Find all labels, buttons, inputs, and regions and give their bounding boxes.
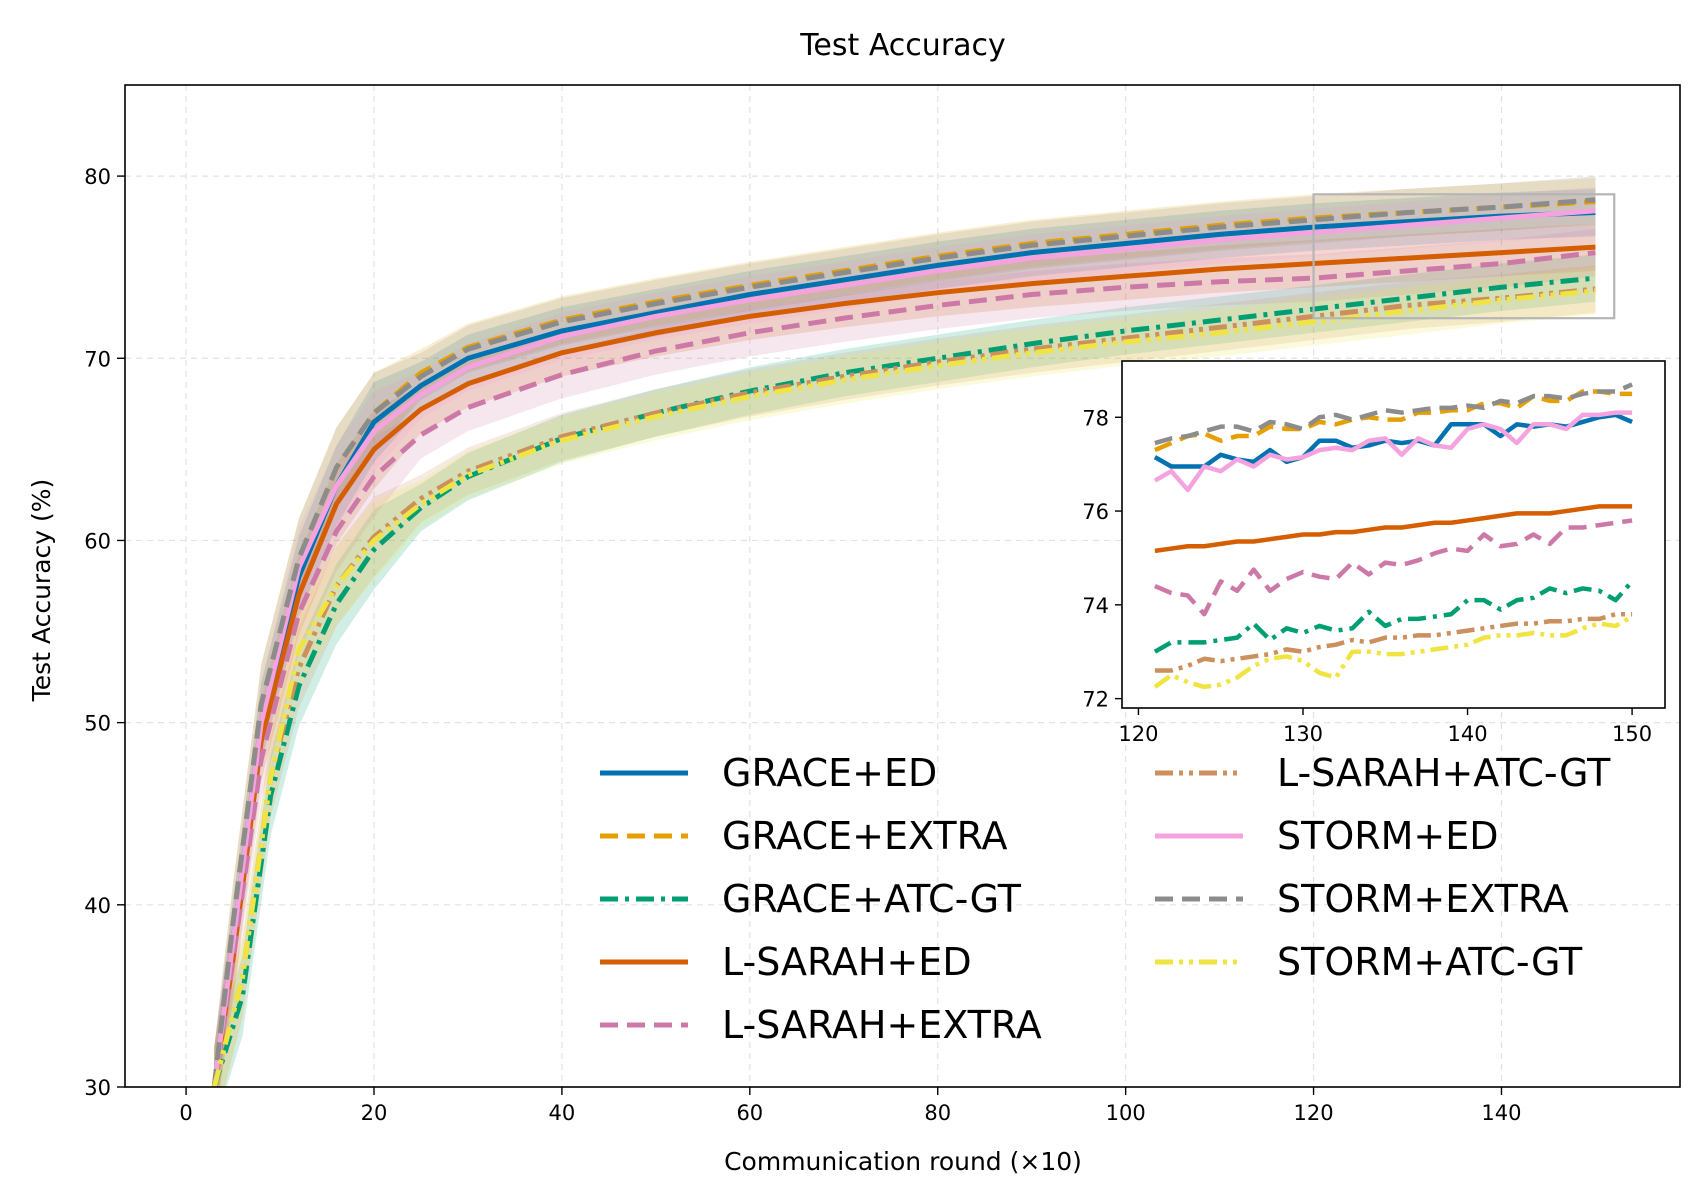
x-axis-title: Communication round (×10) — [724, 1147, 1082, 1176]
legend-label: L-SARAH+EXTRA — [722, 1003, 1042, 1047]
plot-frame — [124, 84, 1681, 1088]
legend-item-l-sarah-extra: L-SARAH+EXTRA — [600, 1003, 1042, 1047]
main-confidence-bands — [214, 176, 1596, 1087]
inset-line-l-sarah-extra — [1154, 518, 1633, 617]
inset-line-grace-extra — [1154, 389, 1633, 453]
legend-item-l-sarah-atc-gt: L-SARAH+ATC-GT — [1155, 751, 1611, 795]
inset-line-storm-extra — [1154, 382, 1633, 446]
y-tick-label: 60 — [84, 529, 111, 553]
band-grace-atc-gt — [214, 254, 1596, 1087]
series-line-l-sarah-extra — [211, 250, 1596, 1087]
legend-item-grace-extra: GRACE+EXTRA — [600, 814, 1007, 858]
y-tick-label: 30 — [84, 1076, 111, 1100]
zoom-region-box — [1312, 193, 1616, 320]
inset-y-tick-label: 78 — [1082, 406, 1109, 430]
inset-line-l-sarah-atc-gt — [1154, 611, 1633, 673]
x-tick-label: 20 — [361, 1101, 388, 1125]
main-series-lines — [211, 197, 1596, 1087]
y-tick-label: 80 — [84, 165, 111, 189]
y-axis-title: Test Accuracy (%) — [27, 479, 56, 703]
inset-line-storm-atc-gt — [1153, 614, 1634, 690]
legend-label: STORM+ATC-GT — [1277, 940, 1583, 984]
inset-y-tick-label: 76 — [1082, 500, 1109, 524]
y-tick-label: 50 — [84, 712, 111, 736]
inset-x-tick-label: 120 — [1118, 722, 1158, 746]
legend-label: STORM+EXTRA — [1277, 877, 1569, 921]
x-tick-label: 100 — [1106, 1101, 1146, 1125]
x-tick-label: 120 — [1294, 1101, 1334, 1125]
series-line-l-sarah-atc-gt — [211, 286, 1596, 1087]
legend-item-storm-ed: STORM+ED — [1155, 814, 1499, 858]
series-line-storm-extra — [211, 197, 1596, 1087]
inset-x-tick-label: 130 — [1283, 722, 1323, 746]
legend-item-grace-ed: GRACE+ED — [600, 751, 937, 795]
inset-zoom-chart: 120 130 140 150 72 74 76 78 — [1082, 360, 1666, 746]
legend-label: L-SARAH+ED — [722, 940, 972, 984]
legend-label: STORM+ED — [1277, 814, 1499, 858]
legend: GRACE+ED GRACE+EXTRA GRACE+ATC-GT L-SARAH+E… — [600, 751, 1611, 1047]
x-tick-label: 40 — [549, 1101, 576, 1125]
inset-line-storm-ed — [1153, 410, 1633, 493]
inset-y-tick-label: 74 — [1082, 594, 1109, 618]
y-tick-label: 40 — [84, 894, 111, 918]
main-grid — [125, 85, 1680, 1088]
y-tick-label: 70 — [84, 347, 111, 371]
inset-line-grace-atc-gt — [1153, 579, 1634, 654]
legend-label: GRACE+ATC-GT — [722, 877, 1022, 921]
inset-line-l-sarah-ed — [1154, 504, 1633, 554]
chart-title: Test Accuracy — [799, 28, 1006, 63]
inset-x-tick-label: 150 — [1612, 722, 1652, 746]
x-tick-label: 140 — [1481, 1101, 1521, 1125]
zoom-region — [1312, 193, 1616, 320]
legend-label: GRACE+ED — [722, 751, 937, 795]
legend-item-l-sarah-ed: L-SARAH+ED — [600, 940, 972, 984]
x-tick-label: 60 — [736, 1101, 763, 1125]
legend-item-grace-atc-gt: GRACE+ATC-GT — [600, 877, 1022, 921]
legend-item-storm-extra: STORM+EXTRA — [1155, 877, 1569, 921]
x-tick-label: 0 — [179, 1101, 192, 1125]
series-line-storm-ed — [211, 208, 1596, 1087]
legend-item-storm-atc-gt: STORM+ATC-GT — [1155, 940, 1583, 984]
inset-y-tick-label: 72 — [1082, 688, 1109, 712]
inset-series-lines — [1153, 382, 1634, 690]
inset-frame — [1121, 360, 1666, 709]
inset-x-tick-label: 140 — [1447, 722, 1487, 746]
x-tick-label: 80 — [924, 1101, 951, 1125]
legend-label: GRACE+EXTRA — [722, 814, 1007, 858]
legend-label: L-SARAH+ATC-GT — [1277, 751, 1611, 795]
main-axes: 0 20 40 60 80 100 120 140 30 40 50 60 70 80 — [84, 84, 1681, 1125]
series-line-l-sarah-ed — [211, 244, 1596, 1087]
series-line-storm-atc-gt — [211, 288, 1596, 1087]
series-line-grace-ed — [211, 210, 1596, 1087]
